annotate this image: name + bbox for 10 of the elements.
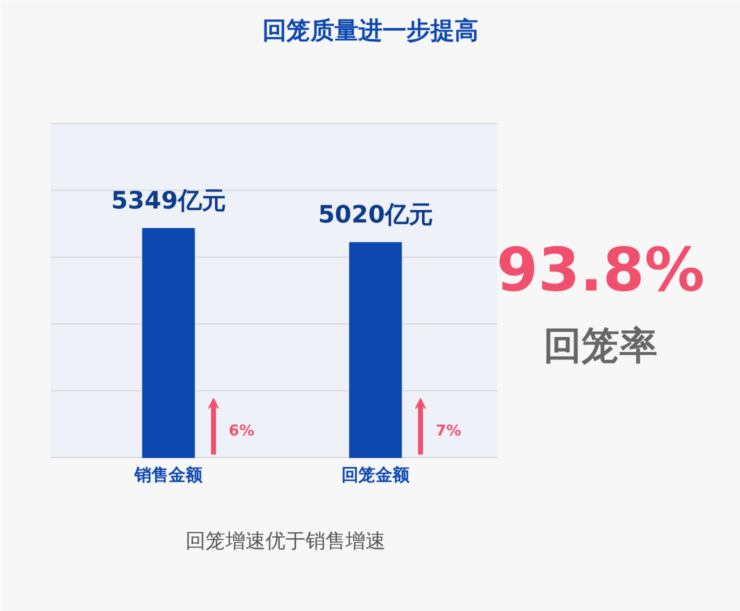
data-label: 5020亿元 xyxy=(318,200,433,229)
annotation: 7% xyxy=(436,422,462,440)
text: 回笼增速优于销售增速 xyxy=(186,528,386,552)
annotation: 93.8% xyxy=(496,236,705,306)
x-tick-label: 销售金额 xyxy=(134,466,204,486)
chart-title: 回笼质量进一步提高 xyxy=(262,16,478,44)
annotation: 6% xyxy=(228,422,254,440)
text: 回笼率 xyxy=(544,324,658,368)
data-label: 5349亿元 xyxy=(111,186,226,214)
x-tick-label: 回笼金额 xyxy=(342,466,410,486)
